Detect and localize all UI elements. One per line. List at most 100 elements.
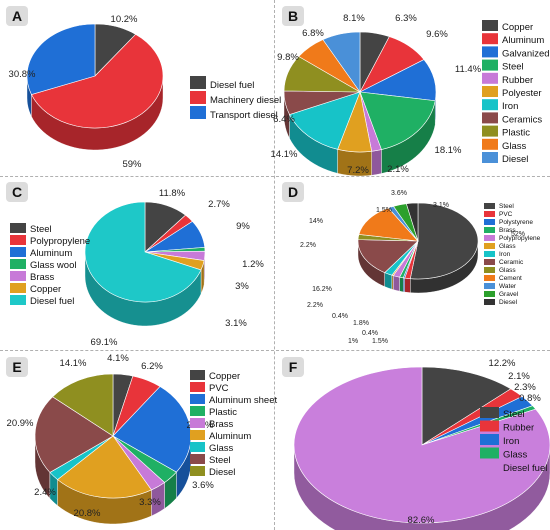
chart-c: C 11.8% 2.7% 9% 1.2% 3% 3.1% 69.1% SteelPolyprop… bbox=[6, 182, 264, 348]
data-label: 2.3% bbox=[514, 382, 536, 393]
legend-swatch bbox=[484, 283, 495, 289]
legend-swatch bbox=[482, 86, 498, 97]
data-label: 6.2% bbox=[141, 361, 163, 372]
legend-label: Polyester bbox=[502, 88, 542, 99]
legend: Steel Rubber Iron Glass Diesel fuel bbox=[480, 407, 547, 474]
legend-label: Plastic bbox=[502, 128, 530, 139]
data-label: 9.8% bbox=[277, 52, 299, 63]
legend-label: Copper bbox=[30, 284, 61, 295]
legend-label: Glass bbox=[503, 450, 528, 461]
panel-label: D bbox=[282, 182, 304, 202]
legend-swatch bbox=[480, 420, 499, 432]
panel-label-text: E bbox=[12, 359, 21, 375]
chart-f: F 12.2% 2.1%2.3%0.8% 82.6% Steel Rubber Iron Gl… bbox=[282, 357, 550, 530]
legend-label: Polypropylene bbox=[499, 235, 541, 242]
legend-label: PVC bbox=[499, 211, 513, 218]
chart-d: D52%1.5%0.4%1%1.8%0.4%2.2%16.2%2.2%14%1.… bbox=[282, 182, 541, 345]
legend-label: Ceramic bbox=[499, 259, 524, 266]
pie-slice-diesel bbox=[52, 373, 114, 437]
legend-swatch bbox=[484, 291, 495, 297]
legend-label: Glass bbox=[502, 141, 527, 152]
data-label: 2.2% bbox=[300, 242, 316, 249]
pie-side-glass bbox=[391, 274, 394, 290]
pie-slice-ceramic bbox=[357, 239, 419, 273]
data-label: 6.8% bbox=[302, 28, 324, 39]
legend-label: Iron bbox=[503, 436, 519, 447]
legend-label: Iron bbox=[499, 251, 511, 258]
legend-label: Aluminum bbox=[502, 35, 544, 46]
data-label: 1.5% bbox=[376, 207, 392, 214]
legend-swatch bbox=[482, 33, 498, 45]
legend-swatch bbox=[10, 271, 26, 281]
legend-swatch bbox=[10, 295, 26, 305]
panel-label-text: F bbox=[289, 359, 298, 375]
legend-label: Aluminum bbox=[209, 431, 251, 442]
data-label: 2.4% bbox=[34, 487, 56, 498]
pie-slice-iron bbox=[289, 91, 361, 150]
legend-label: Glass bbox=[209, 443, 234, 454]
data-label: 59% bbox=[122, 159, 142, 170]
data-label: 0.8% bbox=[519, 393, 541, 404]
legend-label: Polypropylene bbox=[30, 236, 90, 247]
data-label: 14.1% bbox=[60, 358, 87, 369]
legend-label: Iron bbox=[502, 101, 518, 112]
data-label: 1.2% bbox=[242, 259, 264, 270]
legend-label: Steel bbox=[30, 224, 52, 235]
data-label: 9.6% bbox=[426, 29, 448, 40]
legend-label: PVC bbox=[209, 383, 229, 394]
data-label: 1% bbox=[348, 338, 358, 345]
legend-swatch bbox=[480, 407, 499, 418]
legend-label: Diesel bbox=[502, 154, 528, 165]
legend-swatch bbox=[484, 227, 495, 233]
legend-label: Galvanized bbox=[502, 48, 550, 59]
legend-swatch bbox=[484, 299, 495, 305]
data-label: 2.1% bbox=[387, 164, 409, 175]
panel-label: C bbox=[6, 182, 28, 202]
data-label: 2.7% bbox=[208, 199, 230, 210]
data-label: 1.5% bbox=[372, 338, 388, 345]
legend-swatch bbox=[190, 394, 205, 404]
legend-swatch bbox=[484, 275, 495, 281]
data-label: 6.3% bbox=[395, 13, 417, 24]
pie-slice-cement bbox=[358, 207, 419, 242]
legend-label: Gravel bbox=[499, 291, 519, 298]
panel-label-box bbox=[6, 182, 28, 202]
legend-swatch bbox=[482, 138, 498, 150]
legend-swatch bbox=[480, 434, 499, 445]
legend-label: Copper bbox=[502, 22, 533, 33]
legend-swatch bbox=[484, 251, 495, 257]
legend: Diesel fuel Machinery diesel Transport die… bbox=[190, 76, 281, 121]
pie-slice-transport-diesel bbox=[26, 23, 96, 95]
legend-swatch bbox=[484, 203, 495, 209]
legend-swatch bbox=[190, 406, 205, 416]
legend-swatch bbox=[482, 72, 498, 84]
legend-swatch bbox=[190, 442, 205, 452]
pie-slice-diesel bbox=[405, 202, 419, 242]
panel-label-box bbox=[282, 182, 304, 202]
data-label: 12.2% bbox=[489, 358, 516, 369]
legend-swatch bbox=[480, 461, 499, 472]
panel-label-text: D bbox=[288, 184, 298, 200]
data-label: 69.1% bbox=[91, 337, 118, 348]
legend-label: Aluminum sheet bbox=[209, 395, 277, 406]
legend-label: Glass bbox=[499, 267, 516, 274]
pie-slice-steel bbox=[421, 366, 512, 446]
legend-label: Plastic bbox=[209, 407, 237, 418]
panel-label: B bbox=[282, 6, 304, 26]
chart-a: A 10.2% 59% 30.8% Diesel fuel Machinery diese… bbox=[6, 6, 281, 170]
legend-swatch bbox=[484, 267, 495, 273]
legend-label: Steel bbox=[503, 409, 525, 420]
legend: Copper Aluminum Galvanized Steel Rubber Polye… bbox=[482, 20, 550, 165]
legend-label: Brass bbox=[499, 227, 516, 234]
legend-swatch bbox=[190, 76, 206, 89]
data-label: 14% bbox=[309, 218, 323, 225]
data-label: 11.4% bbox=[455, 64, 482, 75]
legend-label: Brass bbox=[30, 272, 55, 283]
legend-label: Cement bbox=[499, 275, 522, 282]
legend-label: Brass bbox=[209, 419, 234, 430]
legend-swatch bbox=[484, 243, 495, 249]
data-label: 82.6% bbox=[408, 515, 435, 526]
chart-e: E4.1%6.2%24.6%3.6%3.3%20.8%2.4%20.9%14.1… bbox=[6, 353, 277, 525]
data-label: 1.8% bbox=[353, 320, 369, 327]
data-label: 0.4% bbox=[332, 313, 348, 320]
